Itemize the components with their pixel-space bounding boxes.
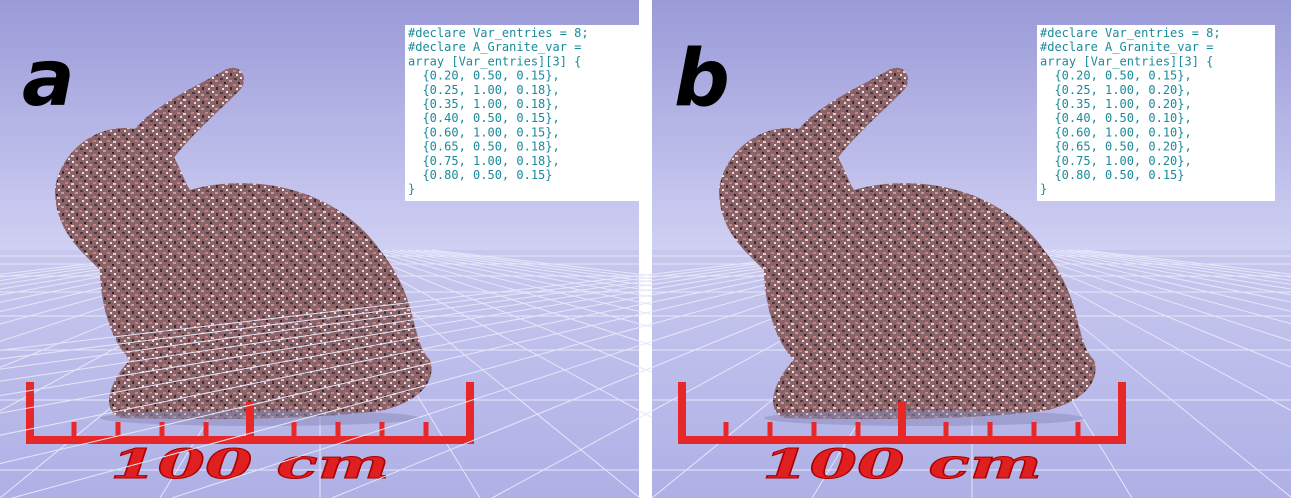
ruler-tick (380, 422, 385, 442)
ruler-tick (1076, 422, 1081, 442)
ruler-tick (204, 422, 209, 442)
code-line: {0.60, 1.00, 0.15}, (408, 125, 560, 139)
code-line: } (408, 182, 415, 196)
code-line: {0.35, 1.00, 0.20}, (1040, 97, 1192, 111)
code-line: #declare A_Granite_var = (1040, 40, 1213, 54)
panel-label: b (674, 34, 730, 124)
code-line: {0.40, 0.50, 0.15}, (408, 111, 560, 125)
code-line: #declare A_Granite_var = (408, 40, 581, 54)
code-line: #declare Var_entries = 8; (1040, 26, 1221, 40)
code-line: {0.25, 1.00, 0.20}, (1040, 83, 1192, 97)
code-line: } (1040, 182, 1047, 196)
code-line: {0.60, 1.00, 0.10}, (1040, 125, 1192, 139)
figure: #declare Var_entries = 8;#declare A_Gran… (0, 0, 1291, 498)
ruler-tick (72, 422, 77, 442)
ruler-end (466, 382, 474, 444)
code-line: array [Var_entries][3] { (408, 54, 581, 68)
code-line: {0.65, 0.50, 0.20}, (1040, 140, 1192, 154)
code-line: {0.80, 0.50, 0.15} (1040, 168, 1185, 182)
ruler-tick (944, 422, 949, 442)
ruler-mid (898, 402, 906, 444)
code-line: {0.20, 0.50, 0.15}, (1040, 69, 1192, 83)
ruler-tick (424, 422, 429, 442)
ruler-tick (812, 422, 817, 442)
code-line: array [Var_entries][3] { (1040, 54, 1213, 68)
ruler-tick (724, 422, 729, 442)
ruler-tick (856, 422, 861, 442)
code-line: {0.35, 1.00, 0.18}, (408, 97, 560, 111)
code-line: {0.75, 1.00, 0.20}, (1040, 154, 1192, 168)
ruler-tick (336, 422, 341, 442)
ruler-tick (768, 422, 773, 442)
ruler-tick (988, 422, 993, 442)
scale-label: 100 cm (110, 441, 390, 488)
code-line: #declare Var_entries = 8; (408, 26, 589, 40)
ruler-end (678, 382, 686, 444)
ruler-tick (116, 422, 121, 442)
code-line: {0.25, 1.00, 0.18}, (408, 83, 560, 97)
code-line: {0.40, 0.50, 0.10}, (1040, 111, 1192, 125)
code-line: {0.20, 0.50, 0.15}, (408, 69, 560, 83)
ruler-tick (292, 422, 297, 442)
code-line: {0.80, 0.50, 0.15} (408, 168, 553, 182)
code-line: {0.65, 0.50, 0.18}, (408, 140, 560, 154)
bunny-shadow (100, 410, 420, 426)
code-line: {0.75, 1.00, 0.18}, (408, 154, 560, 168)
ruler-tick (1032, 422, 1037, 442)
scale-label: 100 cm (762, 441, 1042, 488)
ruler-end (1118, 382, 1126, 444)
panel-label: a (22, 34, 75, 124)
ruler-mid (246, 402, 254, 444)
